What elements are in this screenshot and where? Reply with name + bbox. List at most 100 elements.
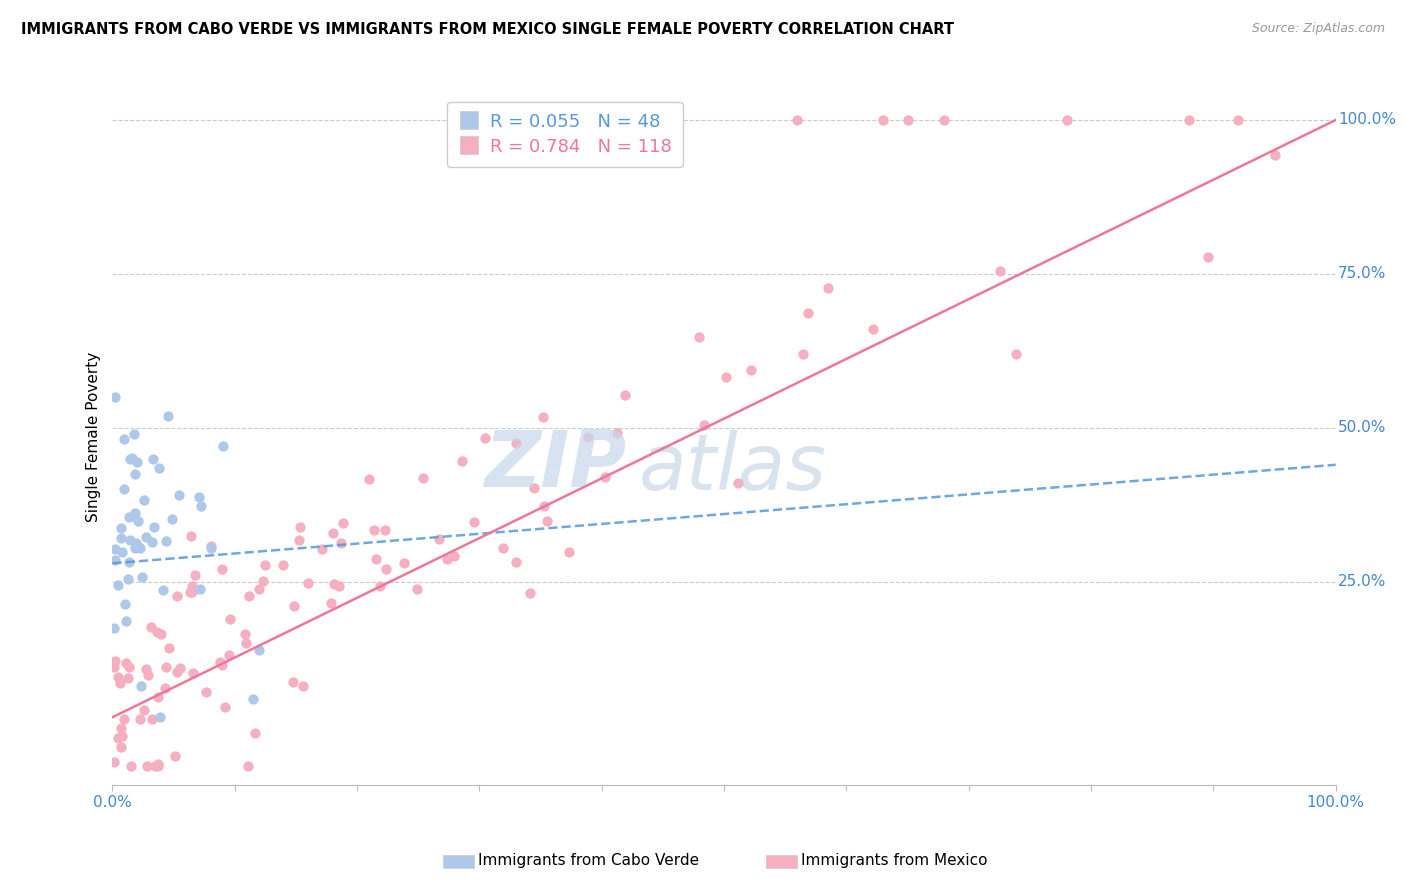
Point xyxy=(786,113,808,128)
Point xyxy=(129,680,152,694)
Point xyxy=(112,483,135,497)
Point xyxy=(135,662,157,676)
Point xyxy=(115,656,138,670)
Point xyxy=(208,656,231,670)
Point xyxy=(129,712,152,726)
Text: IMMIGRANTS FROM CABO VERDE VS IMMIGRANTS FROM MEXICO SINGLE FEMALE POVERTY CORRE: IMMIGRANTS FROM CABO VERDE VS IMMIGRANTS… xyxy=(21,22,955,37)
Point xyxy=(127,455,149,469)
Point xyxy=(330,536,353,550)
Text: 50.0%: 50.0% xyxy=(1339,420,1386,435)
Point xyxy=(235,635,257,649)
Point xyxy=(990,263,1012,277)
Point xyxy=(104,552,127,566)
Point xyxy=(148,461,170,475)
Point xyxy=(124,467,146,482)
Point xyxy=(200,541,222,555)
Point xyxy=(110,521,132,535)
Point xyxy=(136,759,159,773)
Point xyxy=(716,369,738,384)
Point xyxy=(394,556,416,570)
Point xyxy=(111,545,134,559)
Point xyxy=(297,576,319,591)
Legend: R = 0.055   N = 48, R = 0.784   N = 118: R = 0.055 N = 48, R = 0.784 N = 118 xyxy=(447,102,683,167)
Point xyxy=(211,561,233,575)
Point xyxy=(505,555,527,569)
Point xyxy=(523,481,546,495)
Point xyxy=(214,699,236,714)
Point xyxy=(436,552,458,566)
Text: Immigrants from Mexico: Immigrants from Mexico xyxy=(801,854,988,868)
Point xyxy=(862,322,884,336)
Point xyxy=(142,451,165,466)
Point xyxy=(271,558,294,572)
Point xyxy=(406,582,429,596)
Point xyxy=(558,545,581,559)
Point xyxy=(593,470,616,484)
Point xyxy=(117,660,139,674)
Point xyxy=(114,597,136,611)
Point xyxy=(190,499,212,513)
Point xyxy=(688,330,710,344)
Point xyxy=(533,500,555,514)
Text: Immigrants from Cabo Verde: Immigrants from Cabo Verde xyxy=(478,854,699,868)
Point xyxy=(146,756,169,771)
Text: Source: ZipAtlas.com: Source: ZipAtlas.com xyxy=(1251,22,1385,36)
Point xyxy=(121,450,143,465)
Text: 75.0%: 75.0% xyxy=(1339,267,1386,281)
Point xyxy=(155,660,177,674)
Point xyxy=(141,535,163,549)
Point xyxy=(311,542,333,557)
Point xyxy=(112,711,135,725)
Point xyxy=(1056,113,1078,128)
Point xyxy=(145,624,167,639)
Point xyxy=(110,739,132,754)
Point xyxy=(180,585,202,599)
Point xyxy=(211,658,233,673)
Point xyxy=(323,577,346,591)
Point xyxy=(451,454,474,468)
Point xyxy=(505,436,527,450)
Point xyxy=(211,439,233,453)
Point xyxy=(288,519,311,533)
Point xyxy=(797,306,820,320)
Point xyxy=(120,759,142,773)
Point xyxy=(157,409,180,423)
Point xyxy=(107,670,129,684)
Point xyxy=(242,691,264,706)
Point xyxy=(104,542,127,557)
Point xyxy=(166,665,188,679)
Point xyxy=(536,514,558,528)
Point xyxy=(190,582,212,596)
Point xyxy=(149,710,172,724)
Point xyxy=(120,533,142,547)
Point xyxy=(332,516,354,531)
Point xyxy=(283,599,305,614)
Point xyxy=(184,568,207,582)
Point xyxy=(519,586,541,600)
Point xyxy=(167,488,190,502)
Point xyxy=(169,661,191,675)
Point xyxy=(1264,148,1286,162)
Point xyxy=(363,523,385,537)
Point xyxy=(243,726,266,740)
Point xyxy=(124,506,146,520)
Text: atlas: atlas xyxy=(638,430,827,507)
Point xyxy=(132,493,155,508)
Point xyxy=(872,113,894,128)
Point xyxy=(576,429,599,443)
Point xyxy=(194,685,217,699)
Point xyxy=(107,731,129,746)
Point xyxy=(292,679,315,693)
Point xyxy=(112,432,135,446)
Point xyxy=(606,425,628,440)
Point xyxy=(127,514,149,528)
Point xyxy=(247,642,270,657)
Point xyxy=(118,509,141,524)
Point xyxy=(1005,346,1028,360)
Point xyxy=(110,721,132,735)
Point xyxy=(412,471,434,485)
Point xyxy=(180,579,202,593)
Point xyxy=(125,536,148,550)
Point xyxy=(111,729,134,743)
Point xyxy=(153,681,176,695)
